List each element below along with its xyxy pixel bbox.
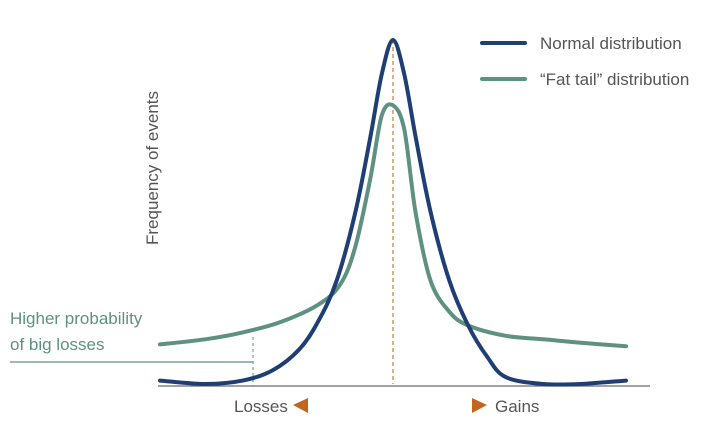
arrow-right-icon — [472, 398, 487, 413]
legend: Normal distribution “Fat tail” distribut… — [480, 34, 689, 89]
annotation-line-1: Higher probability — [10, 309, 143, 328]
series-line-fat-tail — [158, 102, 628, 349]
legend-label-fat-tail: “Fat tail” distribution — [540, 70, 689, 89]
x-label-losses: Losses — [234, 397, 288, 416]
annotation-line-2: of big losses — [10, 335, 105, 354]
x-label-gains: Gains — [495, 397, 539, 416]
y-axis-label: Frequency of events — [143, 91, 162, 245]
arrow-left-icon — [293, 398, 308, 413]
series-line-normal — [158, 38, 628, 387]
legend-label-normal: Normal distribution — [540, 34, 682, 53]
